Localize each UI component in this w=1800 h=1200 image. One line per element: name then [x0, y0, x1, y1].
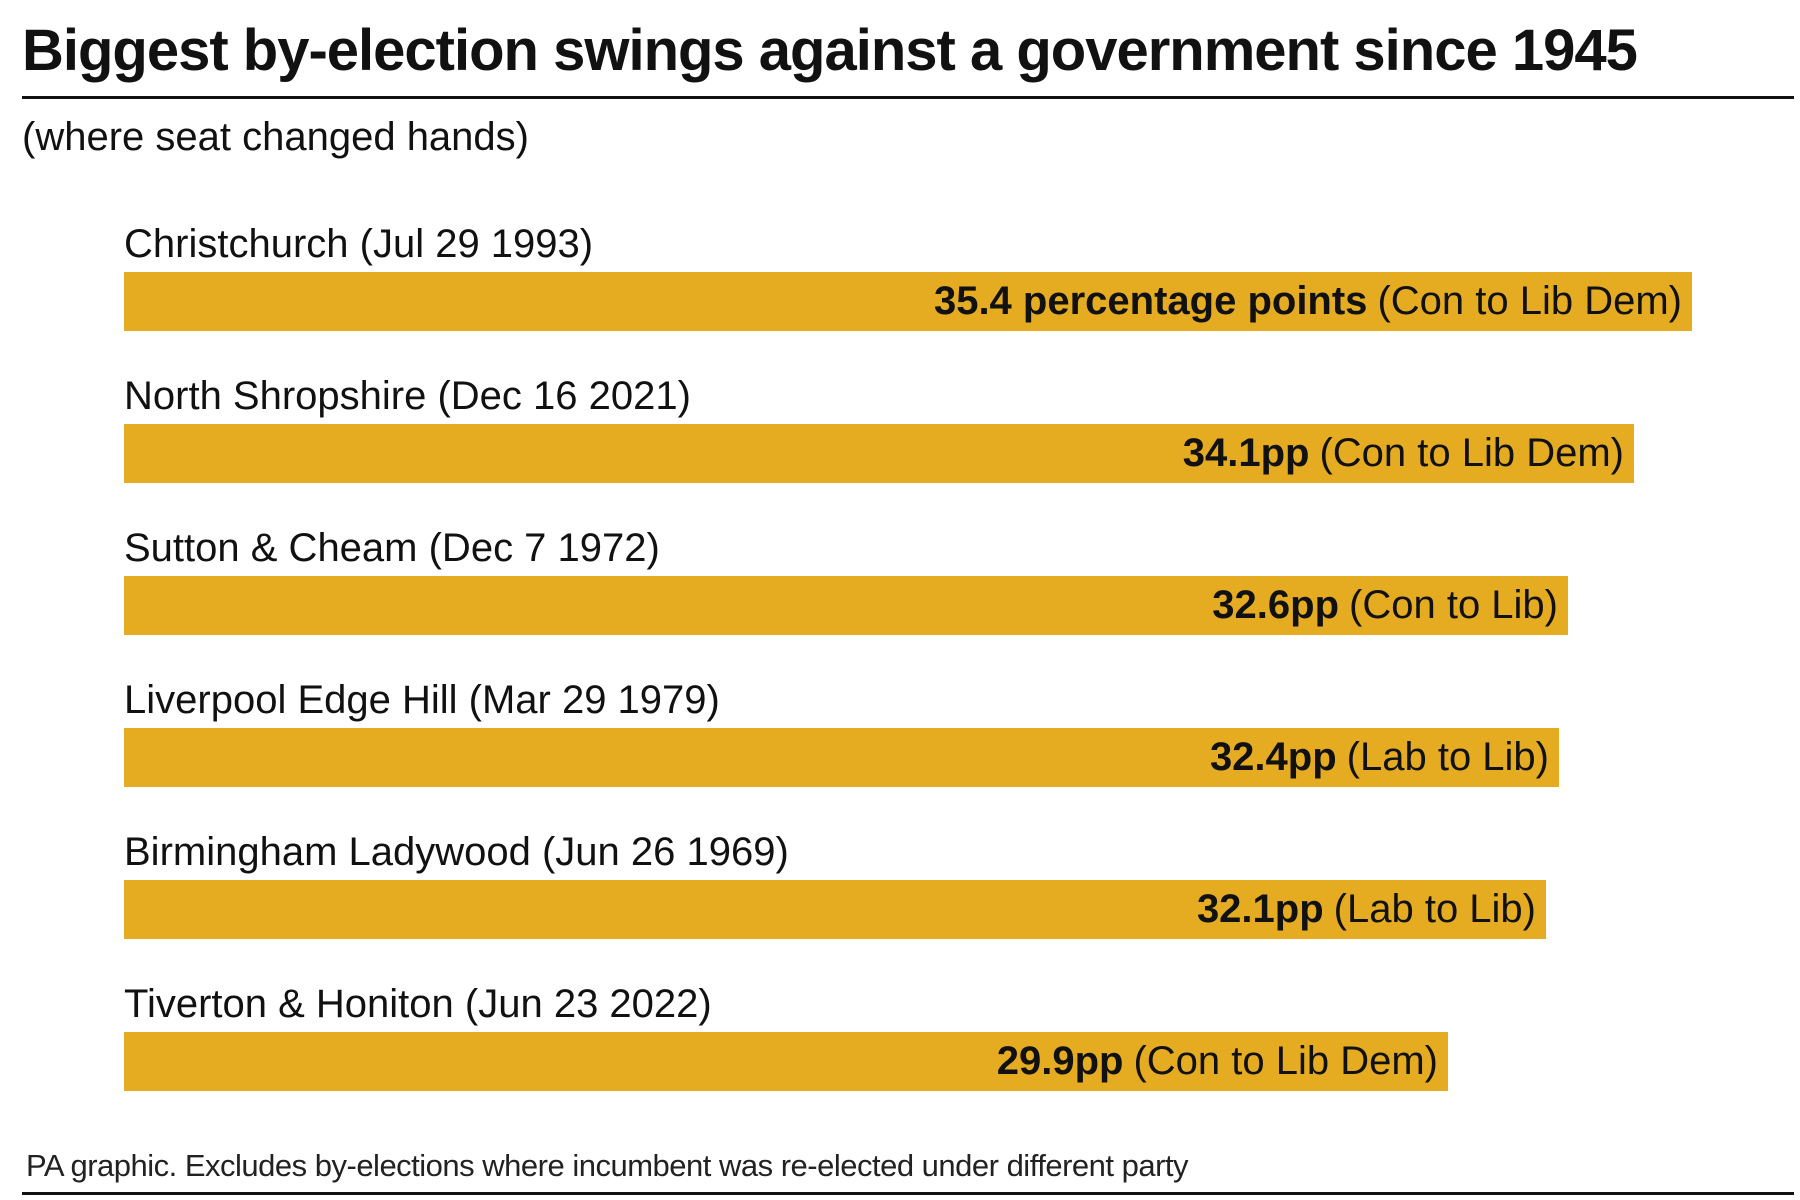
chart-subtitle: (where seat changed hands) — [22, 115, 529, 159]
chart-title: Biggest by-election swings against a gov… — [22, 18, 1638, 83]
category-label: North Shropshire (Dec 16 2021) — [124, 374, 691, 418]
bar-value-label: 35.4 percentage points — [933, 279, 1368, 323]
bar-row: Sutton & Cheam (Dec 7 1972) 32.6pp (Con to… — [124, 514, 1704, 644]
bar: 35.4 percentage points (Con to Lib Dem) — [124, 272, 1692, 331]
title-rule — [22, 96, 1794, 99]
bar-row: Tiverton & Honiton (Jun 23 2022) 29.9pp (C… — [124, 970, 1704, 1100]
bar: 32.1pp (Lab to Lib) — [124, 880, 1546, 939]
swing-label: (Lab to Lib) — [1346, 735, 1549, 779]
bar: 34.1pp (Con to Lib Dem) — [124, 424, 1634, 483]
bar: 32.4pp (Lab to Lib) — [124, 728, 1559, 787]
swing-label: (Con to Lib) — [1349, 583, 1558, 627]
swing-label: (Con to Lib Dem) — [1133, 1039, 1438, 1083]
bar-value-label: 34.1pp — [1182, 431, 1310, 475]
source-footnote: PA graphic. Excludes by-elections where … — [26, 1148, 1189, 1183]
bar-value-label: 29.9pp — [996, 1039, 1124, 1083]
bar-row: Liverpool Edge Hill (Mar 29 1979) 32.4pp(… — [124, 666, 1704, 796]
bar-row: Christchurch (Jul 29 1993) 35.4 percentag… — [124, 210, 1704, 340]
category-label: Christchurch (Jul 29 1993) — [124, 222, 594, 266]
category-label: Sutton & Cheam (Dec 7 1972) — [124, 526, 660, 570]
footer-rule — [22, 1192, 1794, 1195]
bar: 32.6pp (Con to Lib) — [124, 576, 1568, 635]
swing-label: (Con to Lib Dem) — [1377, 279, 1682, 323]
bar: 29.9pp (Con to Lib Dem) — [124, 1032, 1448, 1091]
swing-label: (Con to Lib Dem) — [1319, 431, 1624, 475]
bar-chart: Christchurch (Jul 29 1993) 35.4 percentag… — [124, 210, 1704, 1110]
swing-label: (Lab to Lib) — [1333, 887, 1536, 931]
bar-value-label: 32.6pp — [1212, 583, 1340, 627]
bar-row: North Shropshire (Dec 16 2021) 34.1pp (Con… — [124, 362, 1704, 492]
category-label: Tiverton & Honiton (Jun 23 2022) — [124, 982, 712, 1026]
bar-value-label: 32.4pp — [1209, 735, 1337, 779]
bar-value-label: 32.1pp — [1196, 887, 1324, 931]
category-label: Birmingham Ladywood (Jun 26 1969) — [124, 830, 789, 874]
bar-row: Birmingham Ladywood (Jun 26 1969) 32.1pp(… — [124, 818, 1704, 948]
category-label: Liverpool Edge Hill (Mar 29 1979) — [124, 678, 720, 722]
